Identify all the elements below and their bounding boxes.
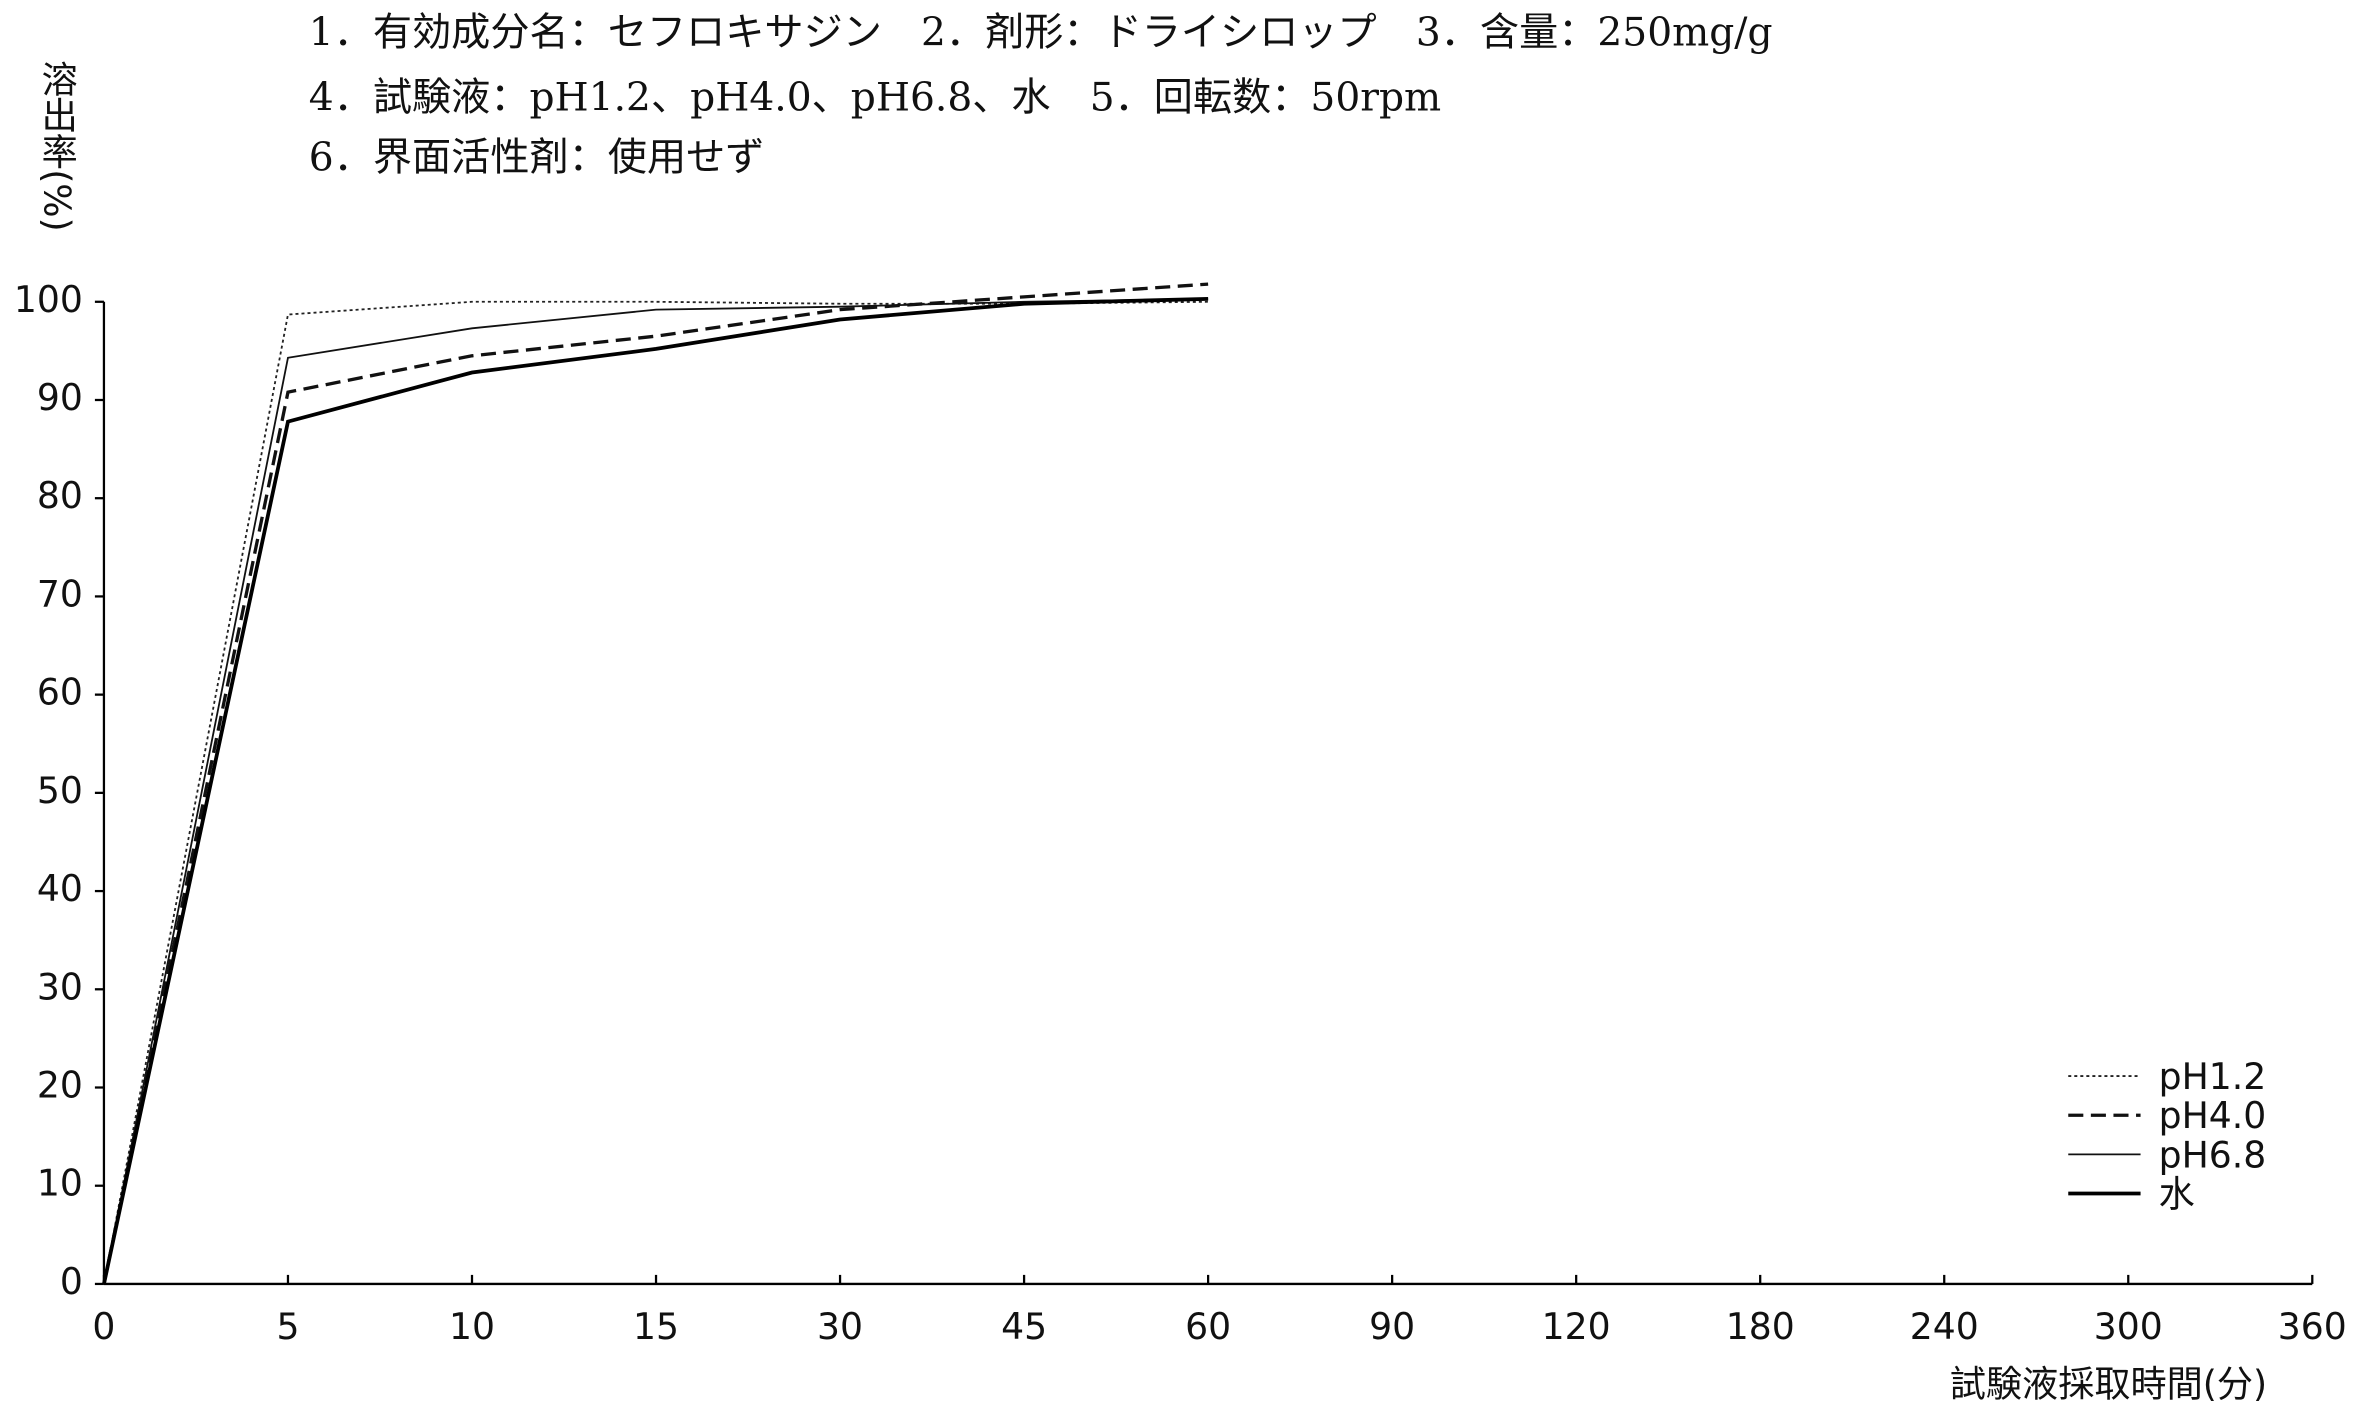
y-tick-label: 100 (14, 278, 83, 321)
y-tick-label: 20 (37, 1064, 83, 1107)
legend-label: pH1.2 (2159, 1055, 2267, 1098)
x-tick-label: 60 (1185, 1305, 1231, 1348)
x-tick-label: 5 (276, 1305, 299, 1348)
y-tick-label: 10 (37, 1162, 83, 1205)
x-tick-label: 90 (1369, 1305, 1415, 1348)
y-tick-label: 30 (37, 965, 83, 1008)
x-tick-label: 240 (1910, 1305, 1979, 1348)
x-tick-label: 30 (817, 1305, 863, 1348)
legend-label: pH6.8 (2159, 1133, 2267, 1176)
y-tick-label: 70 (37, 572, 83, 615)
x-tick-label: 360 (2278, 1305, 2347, 1348)
series-line (102, 296, 1209, 1285)
y-tick-label: 80 (37, 474, 83, 517)
y-tick-label: 40 (37, 867, 83, 910)
annotation: 6．界面活性剤：使用せず (309, 136, 765, 181)
x-tick-label: 15 (633, 1305, 679, 1348)
x-tick-label: 300 (2094, 1305, 2163, 1348)
y-tick-label: 0 (60, 1260, 83, 1303)
x-tick-label: 120 (1542, 1305, 1611, 1348)
x-tick-label: 45 (1001, 1305, 1047, 1348)
x-tick-label: 10 (449, 1305, 495, 1348)
x-axis-label: 試験液採取時間(分) (1950, 1362, 2267, 1405)
annotation: 4．試験液：pH1.2、pH4.0、pH6.8、水 5．回転数：50rpm (309, 75, 1441, 120)
y-tick-label: 90 (37, 376, 83, 419)
y-axis-label: 溶出率(%) (36, 61, 79, 232)
y-tick-label: 50 (37, 769, 83, 812)
x-tick-label: 180 (1726, 1305, 1795, 1348)
series-line (103, 297, 1209, 1285)
legend-label: pH4.0 (2159, 1094, 2267, 1137)
series-line (102, 282, 1209, 1285)
y-tick-label: 60 (37, 671, 83, 714)
x-tick-label: 0 (92, 1305, 115, 1348)
annotation: 1．有効成分名：セフロキサジン 2．剤形：ドライシロップ 3．含量：250mg/… (309, 11, 1773, 56)
legend-label: 水 (2159, 1173, 2195, 1216)
